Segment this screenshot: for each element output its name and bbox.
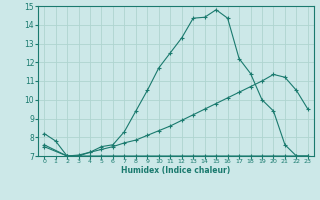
- X-axis label: Humidex (Indice chaleur): Humidex (Indice chaleur): [121, 166, 231, 175]
